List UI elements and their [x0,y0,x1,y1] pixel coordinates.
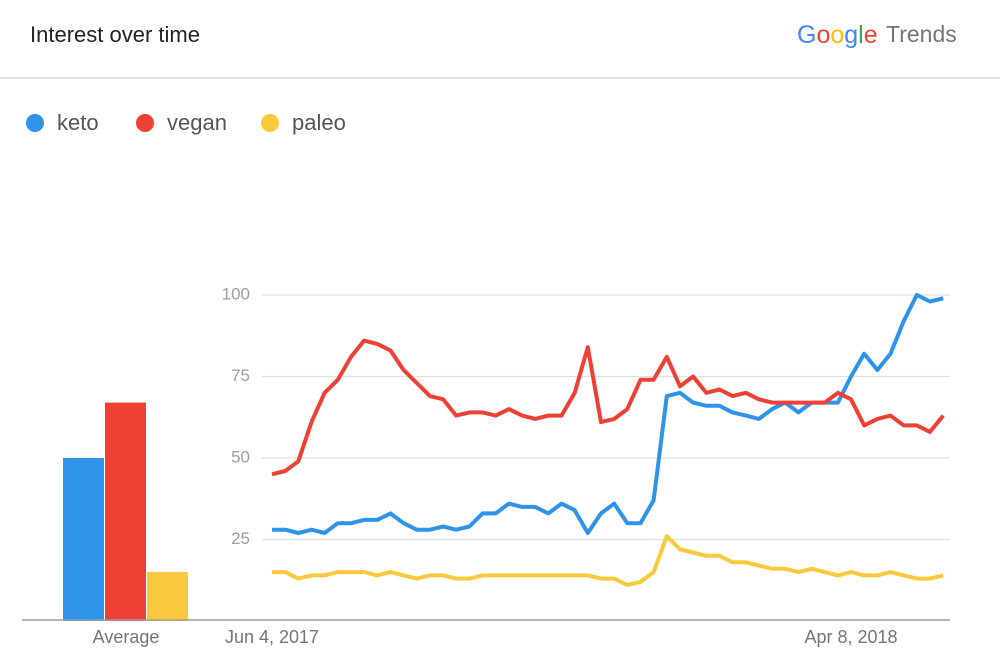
y-tick-label: 75 [231,366,250,385]
y-tick-label: 100 [222,284,250,303]
bar [63,458,104,621]
legend-swatch [261,114,279,132]
legend-swatch [136,114,154,132]
legend: keto vegan paleo [26,110,346,135]
plot: Jun 4, 2017 Apr 8, 2018 Average [63,293,945,647]
legend-label: keto [57,110,99,135]
y-tick-label: 25 [231,529,250,548]
x-tick-label: Average [93,627,160,647]
legend-swatch [26,114,44,132]
x-tick-label: Apr 8, 2018 [805,627,898,647]
series-line [272,293,944,535]
bar [147,572,188,621]
logo-product: Trends [886,21,957,47]
bar [105,402,146,621]
y-tick-label: 50 [231,447,250,466]
x-tick-label: Jun 4, 2017 [225,627,319,647]
legend-label: paleo [292,110,346,135]
card-title: Interest over time [30,22,200,47]
logo-brand: Google [797,21,878,49]
grid: 25 50 75 100 [222,284,950,548]
legend-label: vegan [167,110,227,135]
series-line [271,338,945,477]
series-line [272,534,944,588]
